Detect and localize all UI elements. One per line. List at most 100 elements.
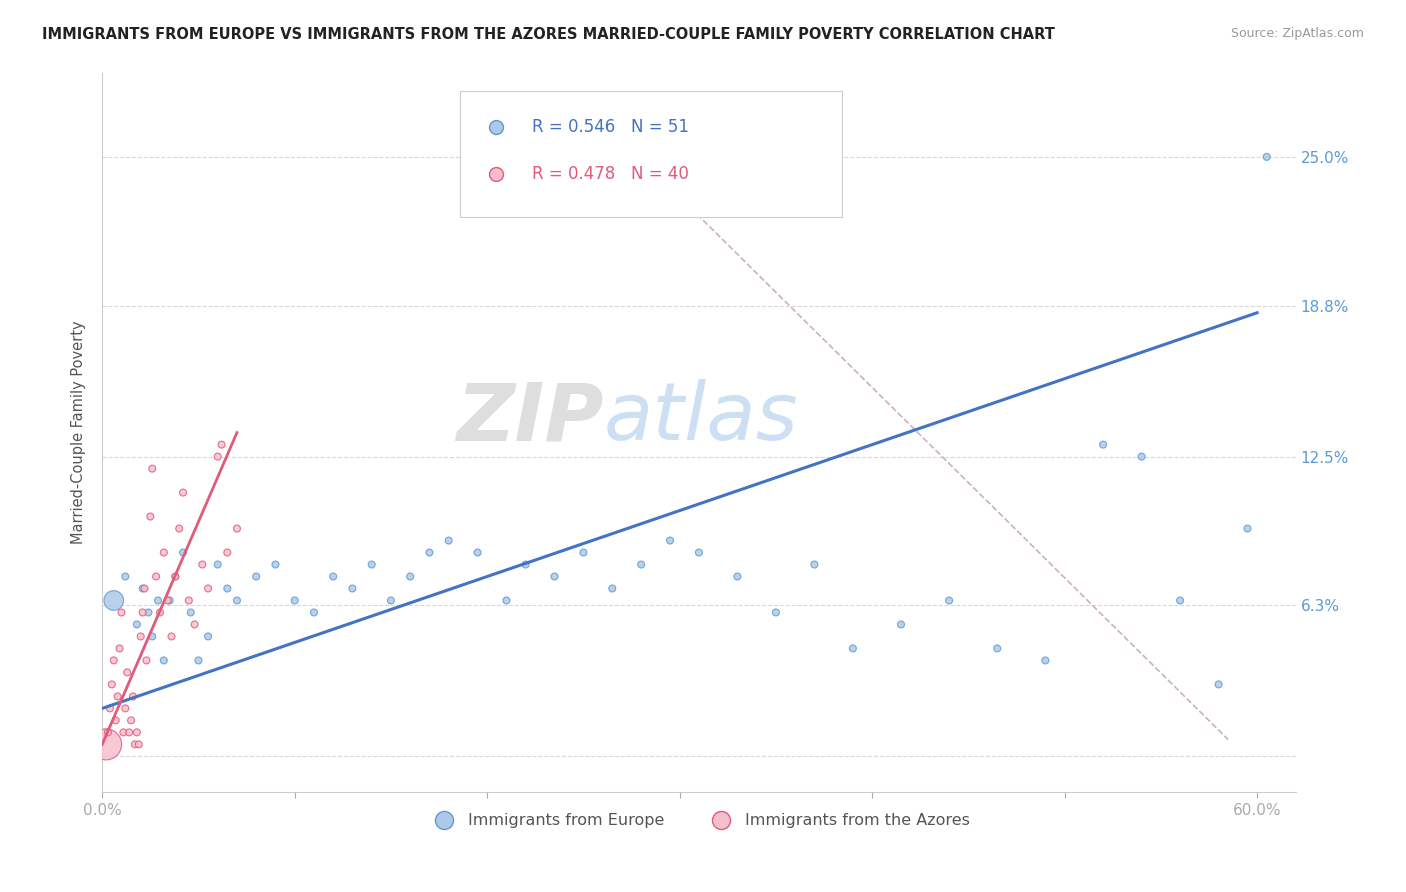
Point [167,522,190,536]
Point [226,522,249,536]
Point [302,606,325,620]
Point [156,593,179,607]
Point [131,606,153,620]
Point [399,569,422,583]
Point [1130,450,1153,464]
Point [197,630,219,644]
Point [131,582,153,596]
Point [104,714,127,728]
Point [495,593,517,607]
Point [124,737,146,751]
Point [165,569,187,583]
Point [245,569,267,583]
Point [572,545,595,559]
Point [108,641,131,656]
Point [145,569,167,583]
Point [630,558,652,572]
Point [890,617,912,632]
Point [803,558,825,572]
Point [938,593,960,607]
Point [180,606,202,620]
Point [543,569,565,583]
Point [217,545,239,559]
Point [437,533,460,548]
Point [322,569,344,583]
Text: Source: ZipAtlas.com: Source: ZipAtlas.com [1230,27,1364,40]
Point [197,582,219,596]
Point [141,461,163,475]
Point [1236,522,1258,536]
Point [128,737,150,751]
Point [153,545,176,559]
Point [103,653,125,667]
Point [103,593,125,607]
Point [101,677,124,691]
Point [98,701,121,715]
Point [1256,150,1278,164]
Point [125,725,148,739]
Point [159,593,181,607]
Point [688,545,710,559]
Point [515,558,537,572]
Point [986,641,1008,656]
Point [120,714,142,728]
Point [467,545,489,559]
Point [139,509,162,524]
Point [114,701,136,715]
Point [207,558,229,572]
Point [600,582,623,596]
Point [146,593,169,607]
Point [226,593,249,607]
Point [122,690,145,704]
Point [125,617,148,632]
Point [264,558,287,572]
Point [112,725,135,739]
Point [118,725,141,739]
Point [1033,653,1056,667]
Legend: Immigrants from Europe, Immigrants from the Azores: Immigrants from Europe, Immigrants from … [422,807,976,835]
Point [177,593,200,607]
Point [842,641,865,656]
Point [380,593,402,607]
Y-axis label: Married-Couple Family Poverty: Married-Couple Family Poverty [72,321,86,544]
Point [211,437,233,451]
Point [134,582,156,596]
Text: ZIP: ZIP [456,379,603,458]
Point [97,725,120,739]
Point [1092,437,1115,451]
Point [659,533,682,548]
Point [153,653,176,667]
Point [149,606,172,620]
Point [160,630,183,644]
Point [138,606,160,620]
Point [135,653,157,667]
Point [725,569,748,583]
FancyBboxPatch shape [460,91,842,217]
Point [141,630,163,644]
Text: atlas: atlas [603,379,799,458]
Point [94,737,117,751]
Text: IMMIGRANTS FROM EUROPE VS IMMIGRANTS FROM THE AZORES MARRIED-COUPLE FAMILY POVER: IMMIGRANTS FROM EUROPE VS IMMIGRANTS FRO… [42,27,1054,42]
Point [115,665,138,680]
Point [183,617,205,632]
Point [172,545,194,559]
Text: R = 0.478   N = 40: R = 0.478 N = 40 [531,165,689,183]
Point [342,582,364,596]
Point [107,690,129,704]
Point [1208,677,1230,691]
Point [110,606,132,620]
Point [172,485,194,500]
Point [765,606,787,620]
Point [217,582,239,596]
Point [187,653,209,667]
Point [129,630,152,644]
Point [114,569,136,583]
Point [284,593,307,607]
Text: R = 0.546   N = 51: R = 0.546 N = 51 [531,118,689,136]
Point [1168,593,1191,607]
Point [360,558,382,572]
Point [191,558,214,572]
Point [207,450,229,464]
Point [165,569,187,583]
Point [418,545,440,559]
